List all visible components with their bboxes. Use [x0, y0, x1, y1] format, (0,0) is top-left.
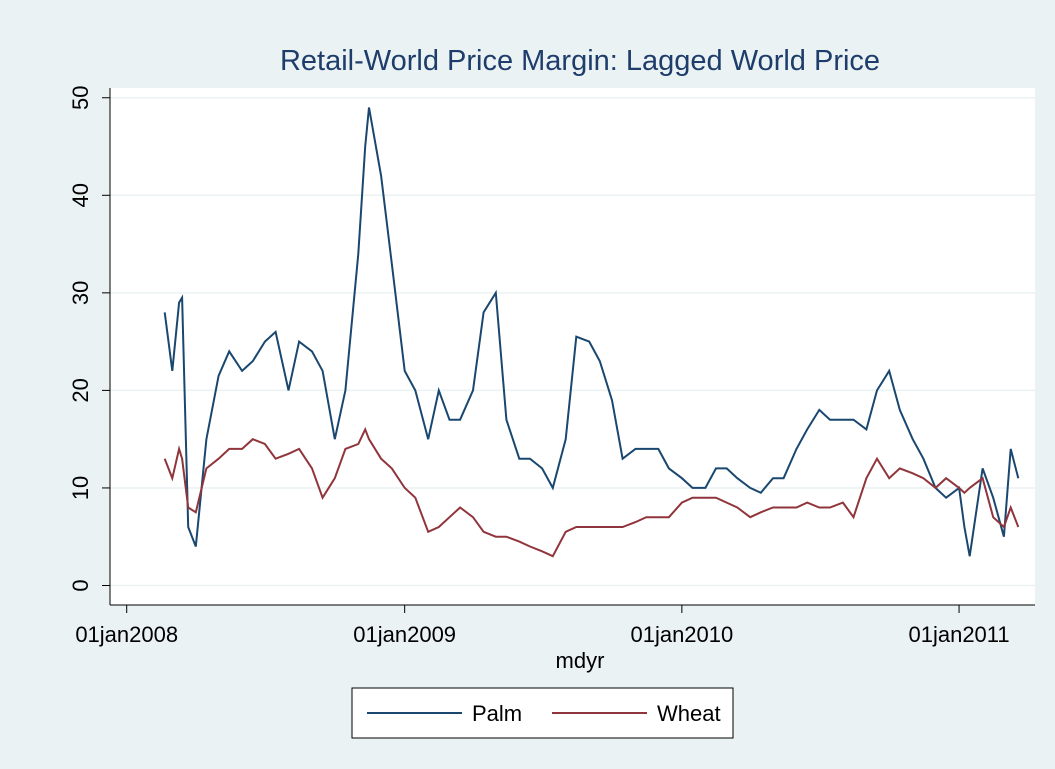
x-tick-label: 01jan2009	[353, 622, 456, 647]
x-tick-label: 01jan2010	[630, 622, 733, 647]
legend-label: Wheat	[657, 701, 721, 726]
x-tick-label: 01jan2008	[75, 622, 178, 647]
series-line	[163, 107, 1020, 557]
y-tick-label: 0	[68, 579, 93, 591]
plot-area	[110, 88, 1035, 605]
x-axis-label: mdyr	[556, 648, 605, 673]
y-tick-label: 20	[68, 378, 93, 402]
y-tick-label: 50	[68, 86, 93, 110]
x-tick-label: 01jan2011	[908, 622, 1009, 647]
series-line	[163, 426, 1020, 558]
y-tick-label: 30	[68, 281, 93, 305]
chart-title: Retail-World Price Margin: Lagged World …	[280, 45, 880, 77]
y-tick-label: 40	[68, 183, 93, 207]
legend-label: Palm	[472, 701, 522, 726]
y-tick-label: 10	[68, 476, 93, 500]
